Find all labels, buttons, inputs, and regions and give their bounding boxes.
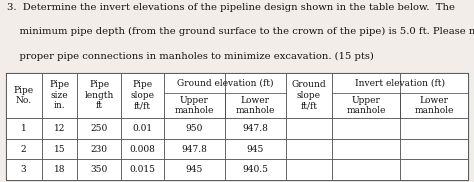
Bar (77, 159, 121, 180)
Text: 3.  Determine the invert elevations of the pipeline design shown in the table be: 3. Determine the invert elevations of th… (7, 3, 455, 12)
Bar (332, 118, 400, 139)
Text: proper pipe connections in manholes to minimize excavation. (15 pts): proper pipe connections in manholes to m… (7, 52, 374, 61)
Text: 18: 18 (54, 165, 65, 174)
Text: 2: 2 (21, 145, 27, 154)
Bar (225, 118, 285, 139)
Bar (121, 73, 164, 118)
Text: 3: 3 (21, 165, 27, 174)
Bar (285, 73, 332, 118)
Text: 0.015: 0.015 (129, 165, 155, 174)
Text: Pipe
No.: Pipe No. (14, 86, 34, 105)
Bar (332, 159, 400, 180)
Text: Upper
manhole: Upper manhole (346, 96, 386, 115)
Bar (332, 139, 400, 159)
Text: Pipe
size
in.: Pipe size in. (49, 80, 70, 110)
Text: 950: 950 (186, 124, 203, 133)
Bar (42, 159, 77, 180)
Bar (164, 118, 225, 139)
Bar (42, 73, 77, 118)
Bar (225, 73, 285, 118)
Bar (285, 159, 332, 180)
Bar (42, 139, 77, 159)
Bar (285, 139, 332, 159)
Text: minimum pipe depth (from the ground surface to the crown of the pipe) is 5.0 ft.: minimum pipe depth (from the ground surf… (7, 27, 474, 36)
Bar (121, 118, 164, 139)
Bar (164, 73, 225, 118)
Text: 947.8: 947.8 (242, 124, 268, 133)
Bar (77, 118, 121, 139)
Bar (332, 73, 400, 118)
Text: 350: 350 (91, 165, 108, 174)
Text: Lower
manhole: Lower manhole (414, 96, 454, 115)
Text: 1: 1 (21, 124, 27, 133)
Bar (121, 159, 164, 180)
Bar (164, 159, 225, 180)
Text: Lower
manhole: Lower manhole (236, 96, 275, 115)
Bar (77, 139, 121, 159)
Bar (164, 139, 225, 159)
Text: Pipe
length
ft: Pipe length ft (84, 80, 114, 110)
Bar (400, 159, 468, 180)
Bar (400, 73, 468, 118)
Bar (6, 118, 42, 139)
Bar (6, 139, 42, 159)
Text: 250: 250 (91, 124, 108, 133)
Bar (285, 118, 332, 139)
Text: 945: 945 (246, 145, 264, 154)
Text: 940.5: 940.5 (242, 165, 268, 174)
Text: Upper
manhole: Upper manhole (175, 96, 214, 115)
Text: Ground elevation (ft): Ground elevation (ft) (177, 78, 273, 87)
Text: Invert elevation (ft): Invert elevation (ft) (355, 78, 445, 87)
Text: 15: 15 (54, 145, 65, 154)
Bar (225, 159, 285, 180)
Text: 947.8: 947.8 (182, 145, 208, 154)
Text: 945: 945 (186, 165, 203, 174)
Bar (42, 118, 77, 139)
Text: 230: 230 (91, 145, 108, 154)
Bar (77, 73, 121, 118)
Text: Ground
slope
ft/ft: Ground slope ft/ft (292, 80, 326, 110)
Bar (6, 73, 468, 180)
Text: 0.008: 0.008 (129, 145, 155, 154)
Bar (6, 159, 42, 180)
Bar (121, 139, 164, 159)
Bar (400, 139, 468, 159)
Bar (225, 139, 285, 159)
Text: 12: 12 (54, 124, 65, 133)
Bar (400, 118, 468, 139)
Bar (6, 73, 42, 118)
Text: Pipe
slope
ft/ft: Pipe slope ft/ft (130, 80, 155, 110)
Text: 0.01: 0.01 (132, 124, 153, 133)
